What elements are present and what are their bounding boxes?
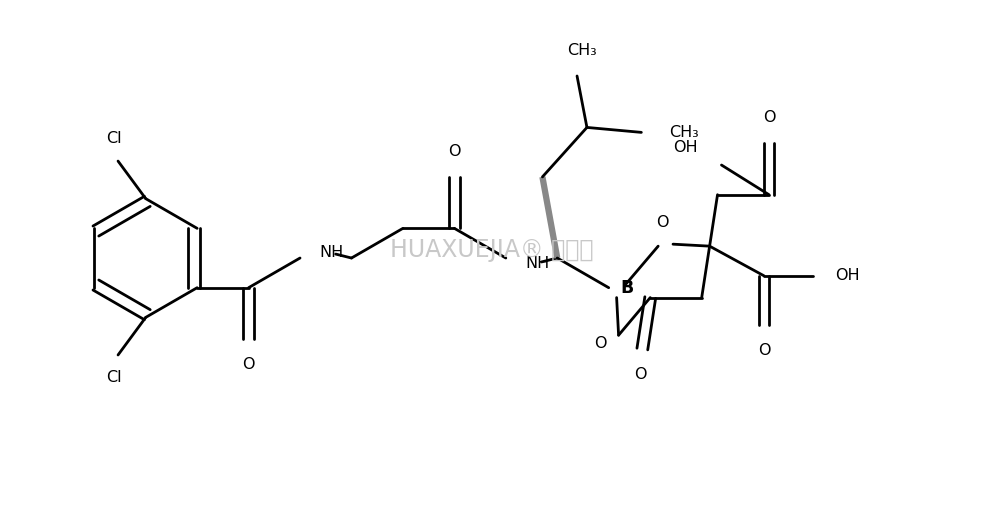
Text: Cl: Cl	[106, 131, 122, 146]
Text: OH: OH	[835, 268, 860, 283]
Text: O: O	[656, 215, 668, 230]
Text: NH: NH	[525, 256, 550, 271]
Text: O: O	[634, 367, 646, 382]
Text: B: B	[621, 279, 634, 297]
Text: CH₃: CH₃	[567, 43, 597, 58]
Text: O: O	[758, 343, 770, 358]
Text: O: O	[448, 144, 461, 159]
Text: Cl: Cl	[106, 370, 122, 385]
Text: NH: NH	[320, 244, 344, 259]
Text: OH: OH	[673, 140, 698, 155]
Text: O: O	[242, 357, 255, 372]
Text: O: O	[594, 335, 607, 350]
Text: HUAXUEJIA® 化学加: HUAXUEJIA® 化学加	[391, 238, 593, 262]
Text: CH₃: CH₃	[669, 125, 699, 140]
Text: O: O	[763, 110, 775, 125]
